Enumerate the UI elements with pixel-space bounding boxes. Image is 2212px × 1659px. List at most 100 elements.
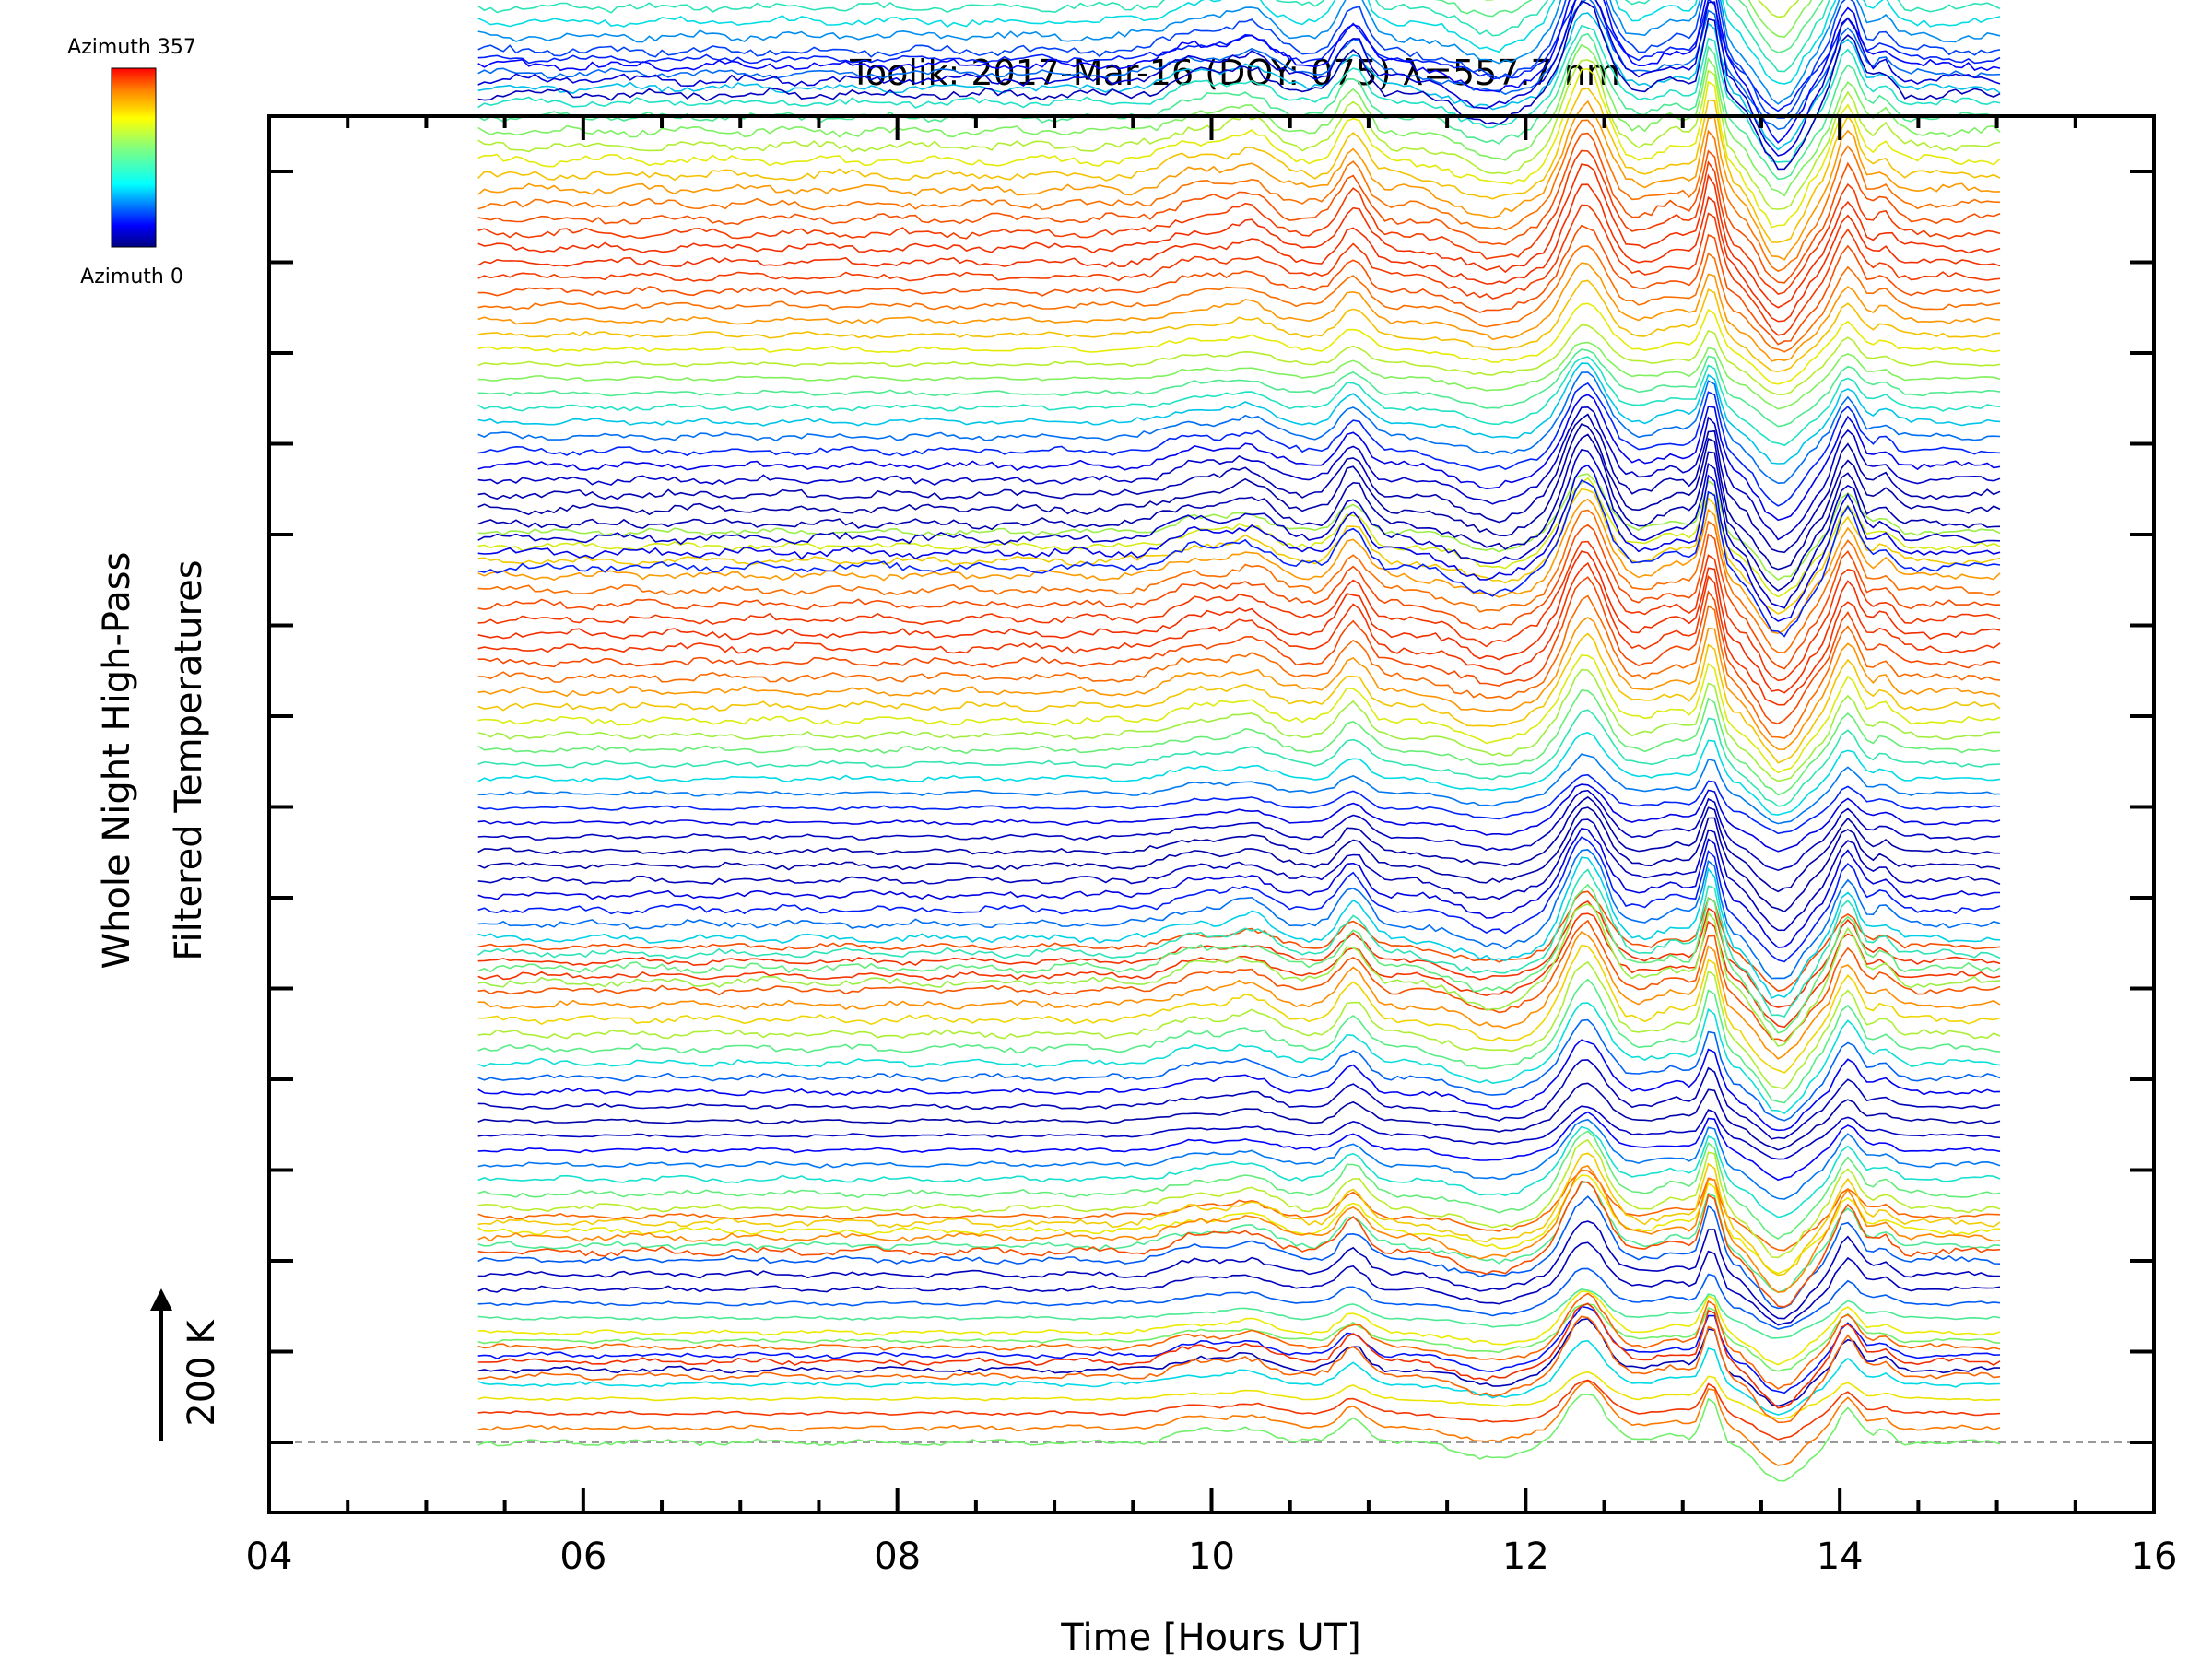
trace-line	[477, 464, 2001, 622]
trace-line	[477, 163, 2001, 309]
trace-line	[477, 279, 2001, 372]
trace-line	[477, 1125, 2001, 1218]
trace-line	[477, 245, 2001, 353]
trace-line	[477, 1380, 2001, 1466]
y-axis-label: Whole Night High-Pass Filtered Temperatu…	[96, 552, 210, 970]
x-tick-label: 08	[874, 1535, 921, 1578]
trace-line	[477, 960, 2001, 1090]
trace-line	[477, 576, 2001, 724]
x-tick-label: 06	[559, 1535, 606, 1578]
trace-line	[477, 423, 2001, 571]
trace-line	[477, 890, 2001, 992]
trace-line	[477, 1305, 2001, 1394]
x-axis-label: Time [Hours UT]	[1060, 1617, 1360, 1659]
trace-line	[477, 1339, 2001, 1416]
trace-line	[477, 868, 2001, 1018]
color-legend: Azimuth 357 Azimuth 0	[67, 36, 196, 288]
trace-line	[477, 1180, 2001, 1308]
y-axis-label-line1: Whole Night High-Pass	[96, 552, 138, 970]
trace-line	[477, 944, 2001, 1074]
trace-line	[477, 818, 2001, 932]
trace-line	[477, 356, 2001, 447]
trace-line	[477, 919, 2001, 1042]
scale-bar-arrowhead	[150, 1288, 172, 1311]
trace-line	[477, 709, 2001, 807]
trace-line	[477, 668, 2001, 782]
trace-line	[477, 856, 2001, 999]
trace-line	[477, 1267, 2001, 1330]
trace-line	[477, 67, 2001, 229]
trace-line	[477, 1181, 2001, 1293]
trace-line	[477, 0, 2001, 73]
trace-line	[477, 132, 2001, 284]
trace-line	[477, 1138, 2001, 1259]
trace-line	[477, 1379, 2001, 1441]
trace-line	[477, 836, 2001, 963]
trace-line	[477, 413, 2001, 554]
trace-line	[477, 561, 2001, 706]
x-tick-label: 14	[1817, 1535, 1864, 1578]
trace-line	[477, 1292, 2001, 1390]
trace-line	[477, 183, 2001, 323]
trace-line	[477, 382, 2001, 507]
trace-line	[477, 324, 2001, 395]
trace-line	[477, 12, 2001, 151]
trace-line	[477, 524, 2000, 670]
trace-line	[477, 617, 2001, 751]
trace-line	[477, 795, 2000, 893]
scale-bar-label: 200 K	[181, 1319, 223, 1427]
trace-line	[477, 488, 2001, 615]
trace-line	[477, 849, 2001, 980]
trace-line	[477, 1303, 2001, 1372]
trace-line	[477, 1118, 2001, 1200]
trace-line	[477, 0, 2001, 131]
legend-bottom-label: Azimuth 0	[80, 265, 183, 288]
trace-line	[477, 978, 2001, 1104]
trace-line	[477, 119, 2001, 273]
trace-line	[477, 1130, 2001, 1241]
trace-line	[477, 1371, 2000, 1420]
trace-line	[477, 689, 2001, 796]
trace-line	[477, 828, 2000, 948]
trace-line	[477, 348, 2001, 428]
trace-line	[477, 783, 2001, 853]
trace-line	[477, 1105, 2001, 1160]
x-tick-label: 10	[1188, 1535, 1235, 1578]
trace-line	[477, 0, 2001, 157]
trace-line	[477, 1059, 2001, 1140]
trace-line	[477, 1164, 2001, 1293]
trace-line	[1758, 0, 1800, 18]
trace-line	[477, 149, 2001, 295]
trace-line	[477, 0, 2001, 119]
trace-line	[477, 1288, 2001, 1339]
trace-line	[477, 653, 2001, 774]
trace-line	[477, 0, 2001, 105]
trace-line	[477, 302, 2001, 385]
trace-line	[477, 406, 2001, 541]
trace-line	[477, 341, 2001, 410]
trace-line	[477, 448, 2001, 609]
x-tick-label: 12	[1502, 1535, 1549, 1578]
trace-line	[477, 1195, 2001, 1310]
legend-top-label: Azimuth 357	[67, 36, 196, 59]
trace-line	[477, 473, 2001, 581]
trace-line	[477, 1220, 2001, 1320]
scale-bar: 200 K	[150, 1288, 223, 1441]
trace-line	[477, 0, 2001, 85]
trace-line	[477, 550, 2001, 694]
trace-line	[477, 394, 2001, 522]
trace-line	[477, 1002, 2001, 1114]
trace-line	[477, 883, 2001, 1034]
trace-line	[477, 1317, 2000, 1407]
trace-line	[477, 1302, 2001, 1409]
trace-line	[477, 1111, 2001, 1182]
y-axis-label-line2: Filtered Temperatures	[168, 559, 210, 960]
x-tick-label: 04	[246, 1535, 293, 1578]
trace-line	[477, 903, 2001, 1048]
trace-line	[477, 204, 2001, 336]
trace-line	[477, 594, 2001, 739]
trace-line	[477, 43, 2001, 197]
trace-line	[477, 1152, 2001, 1277]
trace-line	[477, 371, 2001, 485]
trace-line	[477, 224, 2001, 346]
